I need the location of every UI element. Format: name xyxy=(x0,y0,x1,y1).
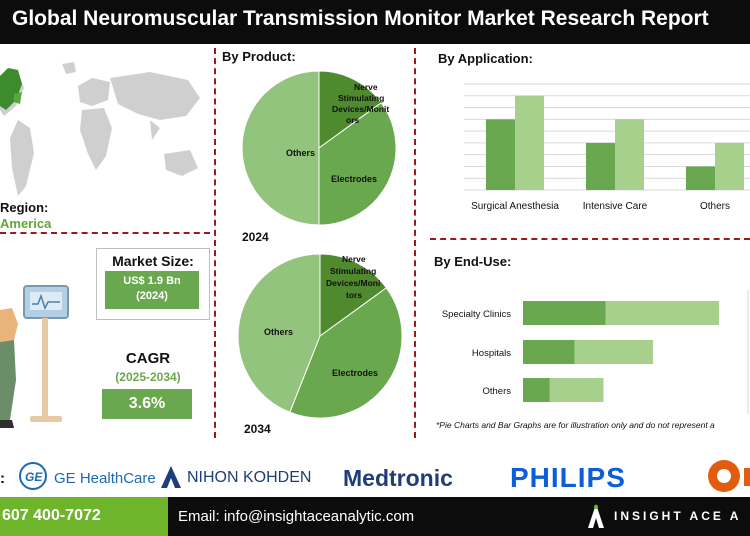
application-bar-chart: Surgical Anesthesia Intensive Care Others xyxy=(464,83,750,212)
header-bar: Global Neuromuscular Transmission Monito… xyxy=(0,0,750,44)
pie-chart-2034: Others Electrodes Nerve Stimulating Device… xyxy=(238,253,403,419)
divider-left-horizontal xyxy=(0,232,210,234)
divider-right-horizontal xyxy=(430,238,750,240)
application-bar xyxy=(615,119,644,190)
svg-text:GE: GE xyxy=(25,470,43,484)
cagr-period: (2025-2034) xyxy=(115,370,181,384)
market-size-value-box: US$ 1.9 Bn (2024) xyxy=(105,271,199,309)
pie-2024-label-electrodes: Electrodes xyxy=(331,174,377,184)
region-value: America xyxy=(0,216,52,231)
market-size-label: Market Size: xyxy=(112,253,194,269)
application-bar xyxy=(486,119,515,190)
footer-phone: 607 400-7072 xyxy=(2,507,101,524)
pie-2034-year: 2034 xyxy=(244,422,271,436)
cagr-label: CAGR xyxy=(125,350,171,367)
application-bar xyxy=(686,166,715,190)
application-title: By Application: xyxy=(438,51,533,66)
nihon-kohden-logo-icon xyxy=(161,466,181,488)
pie-2024-slice-2 xyxy=(241,70,320,226)
application-category-label: Intensive Care xyxy=(583,201,648,212)
market-size-value: US$ 1.9 Bn xyxy=(123,275,181,287)
end-use-bar-chart: Specialty Clinics Hospitals Others xyxy=(442,290,749,414)
region-label: Region: xyxy=(0,200,49,215)
product-title: By Product: xyxy=(222,49,296,64)
end-use-bar xyxy=(549,378,604,402)
insight-ace-logo-icon xyxy=(588,504,604,528)
pie-2024-slice-0 xyxy=(318,70,382,149)
market-size-year: (2024) xyxy=(136,290,168,302)
pie-2024-label-nerve: Nerve Stimulating Devices/Monit ors xyxy=(332,82,389,125)
logo-philips: PHILIPS xyxy=(510,462,626,493)
phone-box: 607 400-7072 xyxy=(0,497,168,536)
application-category-label: Others xyxy=(700,201,730,212)
logos-prefix: : xyxy=(0,470,5,487)
end-use-category-label: Specialty Clinics xyxy=(442,309,511,320)
pie-2034-label-others: Others xyxy=(264,327,293,337)
logo-ge-healthcare: GE HealthCare xyxy=(54,470,156,487)
pie-2034-slice-1 xyxy=(289,287,403,419)
end-use-bar xyxy=(523,301,606,325)
application-bar xyxy=(586,142,615,190)
ge-logo-icon: GE xyxy=(19,462,47,490)
end-use-bar xyxy=(523,378,550,402)
page-title: Global Neuromuscular Transmission Monito… xyxy=(12,7,709,30)
pie-2034-label-electrodes: Electrodes xyxy=(332,368,378,378)
pie-2034-label-nerve: Nerve Stimulating Devices/Moni tors xyxy=(326,254,380,300)
logo-medtronic: Medtronic xyxy=(343,465,453,491)
footer-bar: 607 400-7072 Email: info@insightaceanaly… xyxy=(0,497,750,536)
application-category-label: Surgical Anesthesia xyxy=(471,201,559,212)
end-use-bar xyxy=(523,340,575,364)
cagr-value: 3.6% xyxy=(102,389,192,419)
pie-chart-2024: Others Electrodes Nerve Stimulating Device… xyxy=(241,70,397,226)
end-use-category-label: Others xyxy=(482,386,511,397)
person-monitor-icon xyxy=(0,285,69,428)
divider-right xyxy=(414,48,416,438)
pie-2024-label-others: Others xyxy=(286,148,315,158)
disclaimer-text: *Pie Charts and Bar Graphs are for illus… xyxy=(436,420,715,430)
pie-2034-slice-2 xyxy=(238,253,321,413)
market-size-card: Market Size: US$ 1.9 Bn (2024) xyxy=(96,248,210,320)
end-use-bar xyxy=(605,301,720,325)
end-use-bar xyxy=(574,340,654,364)
logo-nihon-kohden: NIHON KOHDEN xyxy=(187,469,312,486)
pie-2024-year: 2024 xyxy=(242,230,269,244)
end-use-title: By End-Use: xyxy=(434,254,512,269)
application-bar xyxy=(515,95,544,190)
divider-left xyxy=(214,48,216,438)
pie-2024-slice-1 xyxy=(318,102,397,226)
footer-email[interactable]: Email: info@insightaceanalytic.com xyxy=(178,508,415,525)
end-use-category-label: Hospitals xyxy=(472,348,511,359)
world-map-icon xyxy=(0,62,200,196)
pie-2034-slice-0 xyxy=(319,253,388,337)
footer-brand: INSIGHT ACE A xyxy=(614,509,742,523)
application-bar xyxy=(715,142,744,190)
partial-logo-icon xyxy=(708,460,750,492)
